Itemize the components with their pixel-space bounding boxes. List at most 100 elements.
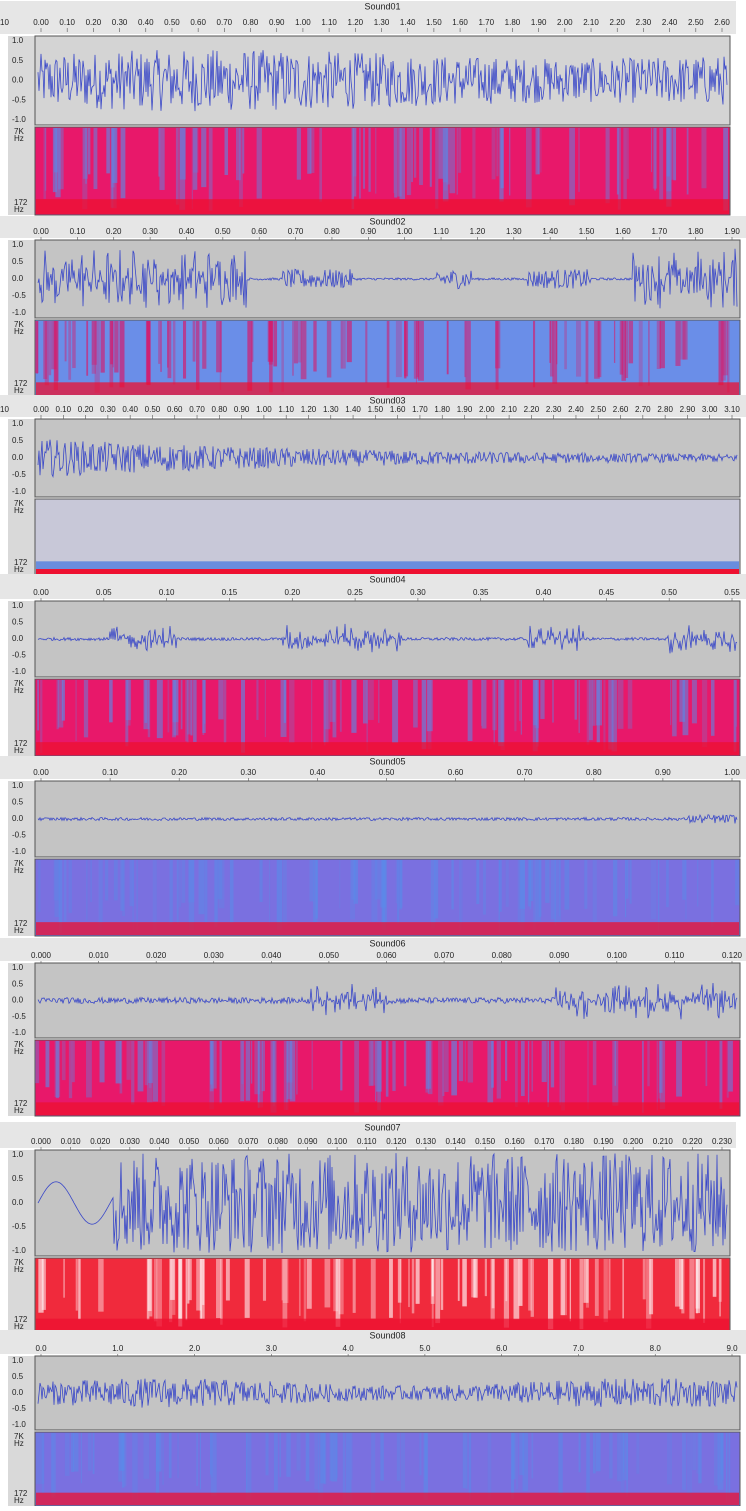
frequency-label: Hz (14, 205, 24, 214)
ruler-label: 1.00 (397, 227, 413, 236)
spectrogram-streak (609, 1433, 612, 1479)
spectrogram-streak (422, 680, 427, 749)
spectrogram-streak (476, 860, 479, 904)
spectrogram-streak (501, 128, 504, 188)
spectrogram-streak (438, 128, 443, 179)
ruler-label: 1.70 (651, 227, 667, 236)
ruler-label: 2.50 (590, 405, 606, 414)
spectrogram-streak (88, 1433, 92, 1471)
spectrogram-streak (392, 680, 398, 743)
spectrogram-streak (394, 128, 397, 198)
ruler-label: 0.70 (189, 405, 205, 414)
spectrogram-streak (521, 680, 522, 735)
spectrogram-streak (618, 680, 624, 729)
spectrogram-streak (714, 1433, 718, 1486)
spectrogram-streak (435, 1259, 440, 1323)
spectrogram-streak (670, 680, 671, 725)
spectrogram-streak (586, 1433, 590, 1501)
spectrogram-streak (306, 1433, 310, 1481)
spectrogram-streak (68, 321, 71, 380)
spectrogram-streak (307, 128, 311, 174)
ruler-label: 3.00 (702, 405, 718, 414)
spectrogram-streak (156, 1433, 161, 1472)
spectrogram-streak (327, 321, 331, 378)
ruler-label: 0.100 (327, 1137, 348, 1146)
ruler-label: 0.50 (215, 227, 231, 236)
spectrogram-streak (380, 1433, 383, 1481)
spectrogram-streak (114, 321, 118, 373)
spectrogram-streak (620, 321, 623, 375)
ruler-label: 0.50 (661, 588, 677, 597)
spectrogram-streak (257, 128, 262, 199)
spectrogram-streak (382, 860, 385, 925)
ruler-label: 2.00 (479, 405, 495, 414)
ruler-label: 0.00 (33, 405, 49, 414)
ruler-label: 0.80 (324, 227, 340, 236)
spectrogram-streak (702, 680, 707, 747)
ruler-label: 1.60 (615, 227, 631, 236)
spectrogram-streak (653, 128, 657, 189)
spectrogram-streak (101, 321, 105, 373)
spectrogram-streak (570, 1259, 571, 1321)
spectrogram-streak (587, 1041, 588, 1110)
spectrogram-streak (200, 1433, 201, 1489)
amplitude-label: -0.5 (12, 1012, 26, 1021)
spectrogram-streak (45, 1041, 49, 1087)
spectrogram-streak (78, 1259, 80, 1319)
spectrogram-streak (263, 1259, 266, 1301)
spectrogram-streak (352, 1433, 353, 1480)
ruler-label: 0.170 (534, 1137, 555, 1146)
spectrogram-streak (642, 1041, 644, 1113)
spectrogram-streak (126, 680, 132, 720)
spectrogram-streak (359, 128, 360, 199)
spectrogram-streak (697, 860, 698, 907)
spectrogram-streak (286, 1433, 291, 1477)
amplitude-label: 0.0 (12, 1198, 24, 1207)
frequency-label: Hz (14, 134, 24, 143)
spectrogram-streak (112, 321, 114, 367)
spectrogram-streak (559, 1041, 560, 1105)
spectrogram-streak (579, 1433, 581, 1472)
track-title: Sound04 (369, 574, 405, 584)
spectrogram-streak (472, 128, 475, 198)
spectrogram-streak (532, 1433, 534, 1478)
amplitude-label: 0.5 (12, 979, 24, 988)
spectrogram-streak (111, 128, 114, 208)
spectrogram-streak (492, 128, 496, 179)
spectrogram-streak (40, 680, 42, 753)
spectrogram-streak (612, 1041, 618, 1106)
spectrogram-streak (630, 860, 632, 904)
spectrogram-streak (158, 321, 160, 364)
spectrogram-streak (313, 321, 316, 371)
ruler-label: 0.55 (724, 588, 740, 597)
spectrogram-streak (593, 1041, 597, 1085)
spectrogram-streak (469, 1433, 471, 1500)
spectrogram-streak (106, 128, 110, 173)
spectrogram-streak (301, 321, 307, 379)
spectrogram-streak (657, 1041, 658, 1111)
ruler-label: 1.20 (470, 227, 486, 236)
spectrogram-streak (720, 1433, 722, 1483)
spectrogram-streak (416, 1259, 420, 1304)
waveform-panel (35, 781, 740, 857)
ruler-label: 0.10 (59, 18, 75, 27)
spectrogram-streak (533, 321, 535, 387)
spectrogram-streak (628, 680, 633, 729)
spectrogram-streak (622, 1259, 624, 1318)
spectrogram-streak (682, 1433, 686, 1490)
spectrogram-streak (59, 860, 63, 933)
ruler-label: 0.30 (241, 768, 257, 777)
spectrogram-streak (496, 321, 499, 390)
spectrogram-streak (696, 1259, 698, 1313)
amplitude-label: 0.5 (12, 56, 24, 65)
ruler-label: 0.030 (204, 951, 225, 960)
spectrogram-streak (424, 1433, 428, 1500)
ruler-label: 0.190 (594, 1137, 615, 1146)
spectrogram-streak (608, 680, 613, 750)
spectrogram-streak (735, 860, 739, 905)
ruler-label: 0.80 (586, 768, 602, 777)
spectrogram-streak (558, 1433, 562, 1496)
track-title: Sound08 (369, 1330, 405, 1340)
spectrogram-streak (413, 680, 418, 728)
